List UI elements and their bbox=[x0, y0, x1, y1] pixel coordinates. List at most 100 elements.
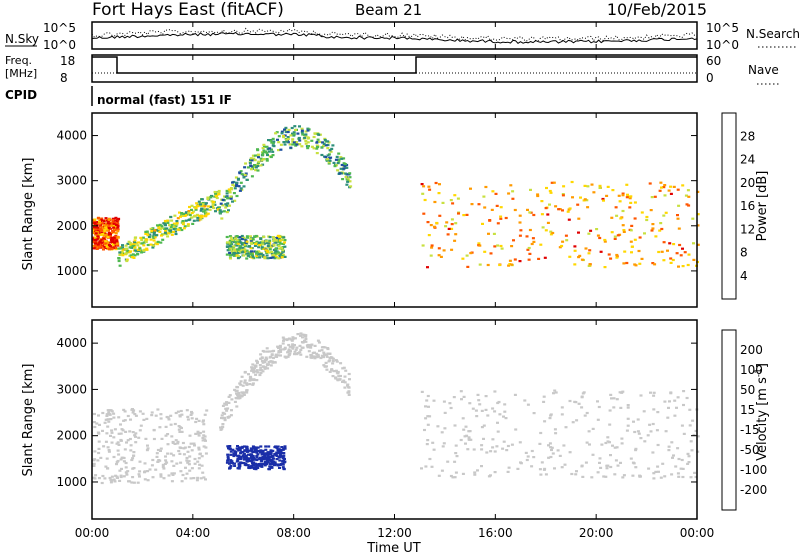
data-cell bbox=[301, 341, 305, 344]
data-cell bbox=[117, 443, 121, 446]
data-cell bbox=[342, 157, 346, 160]
data-cell bbox=[477, 242, 481, 245]
data-cell bbox=[225, 403, 228, 406]
data-cell bbox=[170, 480, 174, 483]
colorbar-tick-label: -15 bbox=[740, 423, 760, 437]
data-cell bbox=[484, 185, 488, 189]
data-cell bbox=[238, 189, 242, 192]
data-cell bbox=[259, 252, 263, 255]
data-cell bbox=[293, 125, 297, 128]
data-cell bbox=[543, 420, 547, 423]
data-cell bbox=[279, 143, 283, 146]
data-cell bbox=[259, 449, 263, 452]
data-cell bbox=[326, 140, 330, 143]
data-cell bbox=[539, 473, 543, 476]
data-cell bbox=[190, 211, 194, 215]
data-cell bbox=[114, 232, 118, 235]
data-cell bbox=[277, 346, 280, 350]
data-cell bbox=[282, 348, 286, 351]
data-cell bbox=[107, 231, 111, 234]
data-cell bbox=[221, 411, 225, 414]
data-cell bbox=[289, 350, 292, 353]
data-cell bbox=[252, 461, 256, 464]
data-cell bbox=[146, 243, 150, 247]
data-cell bbox=[346, 383, 350, 386]
data-cell bbox=[660, 186, 663, 189]
data-cell bbox=[136, 253, 140, 256]
data-cell bbox=[250, 369, 254, 372]
data-cell bbox=[548, 417, 552, 420]
data-cell bbox=[101, 429, 104, 432]
data-cell bbox=[226, 197, 230, 200]
data-cell bbox=[144, 240, 148, 243]
data-cell bbox=[422, 212, 426, 215]
data-cell bbox=[266, 148, 270, 151]
data-cell bbox=[662, 186, 666, 189]
data-cell bbox=[576, 203, 580, 206]
data-cell bbox=[496, 430, 500, 433]
data-cell bbox=[329, 356, 333, 359]
freq-tick-bottom: 8 bbox=[60, 71, 68, 85]
data-cell bbox=[209, 196, 213, 199]
data-cell bbox=[198, 202, 202, 205]
data-cell bbox=[116, 230, 120, 233]
data-cell bbox=[199, 218, 203, 221]
data-cell bbox=[580, 396, 584, 399]
data-cell bbox=[199, 203, 202, 206]
data-cell bbox=[109, 434, 112, 437]
data-cell bbox=[687, 461, 691, 464]
data-cell bbox=[226, 407, 230, 410]
data-cell bbox=[696, 213, 700, 216]
data-cell bbox=[280, 252, 284, 255]
data-cell bbox=[156, 460, 160, 463]
data-cell bbox=[196, 460, 200, 463]
data-cell bbox=[246, 464, 250, 467]
data-cell bbox=[322, 356, 325, 359]
data-cell bbox=[549, 414, 553, 417]
data-cell bbox=[124, 471, 128, 474]
data-cell bbox=[574, 473, 578, 476]
data-cell bbox=[626, 404, 630, 407]
data-cell bbox=[228, 239, 232, 242]
data-cell bbox=[93, 412, 96, 416]
data-cell bbox=[528, 211, 532, 214]
data-cell bbox=[294, 128, 297, 132]
data-cell bbox=[218, 209, 222, 212]
data-cell bbox=[115, 461, 119, 464]
data-cell bbox=[227, 395, 231, 398]
data-cell bbox=[506, 470, 510, 473]
data-cell bbox=[503, 403, 507, 406]
data-cell bbox=[226, 416, 230, 419]
data-cell bbox=[581, 475, 585, 478]
data-cell bbox=[467, 436, 471, 439]
data-cell bbox=[150, 411, 154, 414]
data-cell bbox=[331, 144, 335, 147]
data-cell bbox=[138, 470, 142, 473]
data-cell bbox=[327, 161, 331, 164]
data-cell bbox=[587, 252, 591, 255]
data-cell bbox=[283, 134, 287, 137]
data-cell bbox=[257, 463, 261, 466]
data-cell bbox=[221, 423, 225, 426]
data-cell bbox=[113, 219, 117, 222]
data-cell bbox=[549, 191, 553, 194]
data-cell bbox=[258, 255, 262, 258]
data-cell bbox=[242, 176, 246, 179]
data-cell bbox=[248, 449, 252, 452]
y-tick-label: 4000 bbox=[56, 129, 87, 143]
data-cell bbox=[658, 189, 662, 192]
data-cell bbox=[171, 230, 175, 233]
data-cell bbox=[260, 246, 264, 249]
data-cell bbox=[550, 181, 554, 184]
data-cell bbox=[667, 189, 671, 192]
data-cell bbox=[212, 206, 216, 210]
data-cell bbox=[106, 219, 109, 222]
data-cell bbox=[342, 167, 346, 170]
data-cell bbox=[181, 441, 185, 445]
data-cell bbox=[219, 202, 223, 205]
data-cell bbox=[549, 230, 553, 233]
data-cell bbox=[229, 197, 233, 200]
data-cell bbox=[618, 200, 622, 203]
